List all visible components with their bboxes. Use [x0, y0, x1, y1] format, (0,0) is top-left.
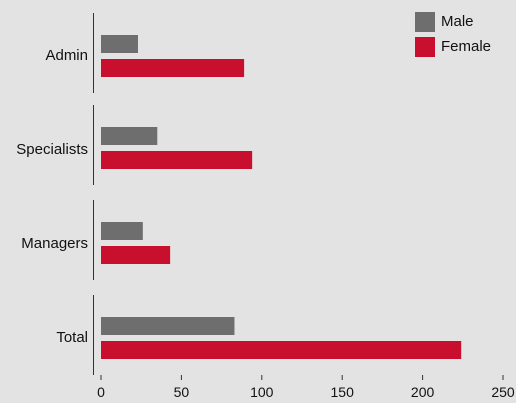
bar-female-total — [101, 341, 462, 359]
bar-male-managers — [101, 222, 143, 240]
x-tick-label: 200 — [411, 384, 435, 400]
bar-male-admin — [101, 35, 138, 53]
bar-female-specialists — [101, 151, 253, 169]
bars-group — [101, 35, 462, 359]
bar-female-managers — [101, 246, 171, 264]
legend-swatch — [415, 12, 435, 32]
axis-group — [93, 13, 504, 380]
legend-swatch — [415, 37, 435, 57]
category-label: Managers — [21, 235, 88, 252]
x-tick-label: 100 — [250, 384, 274, 400]
bar-male-total — [101, 317, 235, 335]
category-label: Specialists — [16, 141, 88, 158]
legend: Male Female — [415, 12, 491, 57]
bar-female-admin — [101, 59, 245, 77]
x-tick-label: 150 — [331, 384, 355, 400]
labels-group: 0 50 100 150 200 250 Admin Specialists Managers T… — [16, 47, 515, 400]
category-label: Total — [56, 329, 88, 346]
x-tick-label: 0 — [97, 384, 105, 400]
legend-label: Female — [441, 38, 491, 55]
category-label: Admin — [45, 47, 88, 64]
x-tick-label: 50 — [174, 384, 190, 400]
x-tick-label: 250 — [491, 384, 515, 400]
legend-label: Male — [441, 13, 474, 30]
bar-male-specialists — [101, 127, 158, 145]
